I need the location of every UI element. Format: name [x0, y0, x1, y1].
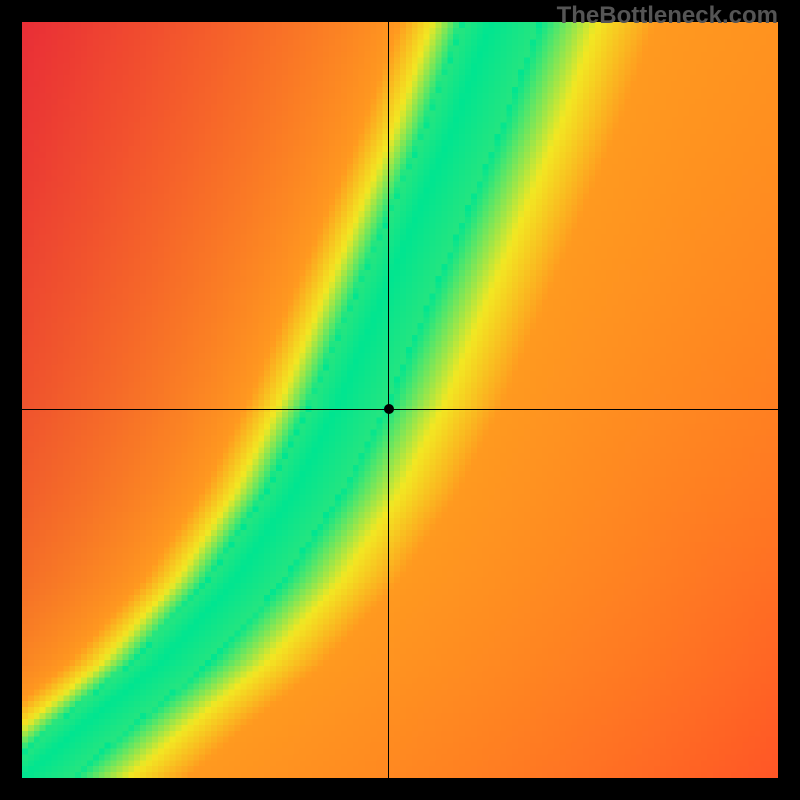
chart-container: TheBottleneck.com	[0, 0, 800, 800]
bottleneck-heatmap	[22, 22, 778, 778]
crosshair-marker	[384, 404, 394, 414]
crosshair-vertical	[388, 22, 389, 778]
crosshair-horizontal	[22, 409, 778, 410]
watermark-text: TheBottleneck.com	[557, 2, 778, 30]
